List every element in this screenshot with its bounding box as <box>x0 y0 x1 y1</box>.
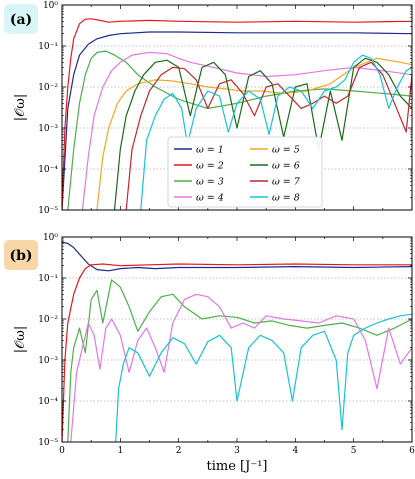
y-tick-label: 10⁻³ <box>38 124 58 134</box>
y-tick-label: 10⁻² <box>38 315 58 325</box>
panel-label: (a) <box>10 12 32 28</box>
y-tick-label: 10⁻¹ <box>38 274 58 284</box>
y-tick-label: 10⁻⁴ <box>38 397 58 407</box>
series-group <box>62 241 412 442</box>
series-line <box>140 54 412 210</box>
series-line <box>81 51 412 210</box>
y-tick-label: 10⁻¹ <box>38 42 58 52</box>
y-tick-label: 10⁰ <box>43 233 58 243</box>
series-group <box>62 18 412 210</box>
series-line <box>70 293 412 442</box>
y-tick-label: 10⁰ <box>43 1 58 11</box>
series-line <box>67 279 412 442</box>
x-tick-label: 1 <box>117 446 123 456</box>
y-tick-label: 10⁻² <box>38 83 58 93</box>
x-tick-label: 6 <box>409 446 415 456</box>
y-tick-label: 10⁻⁵ <box>38 438 58 448</box>
legend-label: ω = 5 <box>272 145 300 156</box>
x-tick-label: 2 <box>176 446 182 456</box>
series-line <box>62 241 412 272</box>
series-line <box>115 313 412 442</box>
x-tick-label: 0 <box>59 446 65 456</box>
legend-label: ω = 7 <box>272 177 301 188</box>
legend-label: ω = 4 <box>196 193 224 204</box>
x-axis-label: time [J⁻¹] <box>207 459 268 474</box>
legend-label: ω = 2 <box>196 161 224 172</box>
panel-label: (b) <box>9 248 32 264</box>
panel-b: 10⁻⁵ 10⁻⁴ 10⁻³ 10⁻² 10⁻¹ 10⁰ 0 1 2 3 4 5 6 |𝒪ω| time [… <box>4 233 415 474</box>
y-axis-label: |𝒪ω| <box>13 326 28 354</box>
panel-label-box <box>4 4 38 34</box>
panel-a: 10⁻⁵ 10⁻⁴ 10⁻³ 10⁻² 10⁻¹ 10⁰ |𝒪ω| (a) <box>4 1 413 216</box>
y-tick-label: 10⁻³ <box>38 356 58 366</box>
legend-box <box>167 136 323 208</box>
x-tick-label: 3 <box>234 446 240 456</box>
series-line <box>67 50 412 210</box>
legend-label: ω = 1 <box>196 145 224 156</box>
series-line <box>62 263 412 442</box>
x-tick-label: 4 <box>292 446 298 456</box>
panel-label-box <box>4 240 38 270</box>
legend-label: ω = 6 <box>272 161 300 172</box>
legend-label: ω = 8 <box>272 193 300 204</box>
series-line <box>62 31 412 210</box>
y-tick-label: 10⁻⁴ <box>38 165 58 175</box>
series-line <box>62 18 412 210</box>
series-line <box>113 57 412 210</box>
series-line <box>125 61 412 210</box>
legend: ω = 1 ω = 2 ω = 3 ω = 4 ω = 5 ω = 6 ω = 7 ω = 8 <box>167 136 323 208</box>
x-tick-label: 5 <box>351 446 357 456</box>
legend-label: ω = 3 <box>196 177 224 188</box>
y-axis-label: |𝒪ω| <box>13 94 28 122</box>
y-tick-label: 10⁻⁵ <box>38 206 58 216</box>
